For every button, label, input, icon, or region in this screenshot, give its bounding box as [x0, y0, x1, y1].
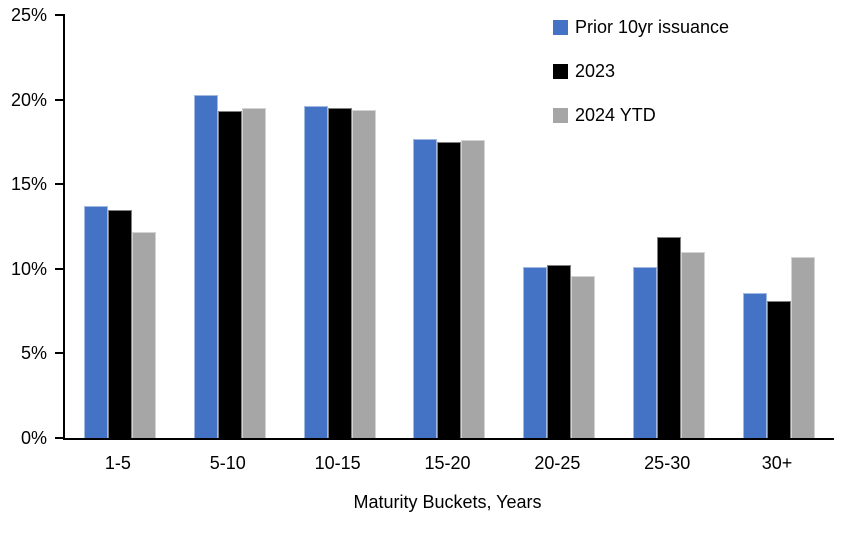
bar-20-25-series-1	[547, 265, 572, 438]
legend-item: 2024 YTD	[553, 106, 729, 124]
legend-label: 2024 YTD	[575, 105, 656, 125]
y-axis-tick-label: 20%	[10, 89, 47, 110]
bar-group-25-30	[614, 15, 724, 438]
plot-area	[55, 14, 834, 440]
y-axis-tick	[55, 98, 65, 101]
bar-group-30+	[724, 15, 834, 438]
bar-group-15-20	[395, 15, 505, 438]
bar-25-30-series-0	[633, 267, 658, 438]
x-axis-tick-label: 30+	[761, 453, 793, 473]
legend-item: 2023	[553, 62, 729, 80]
x-axis-tick-labels: 1-5 5-10 10-15 15-20 20-25 25-30 30+	[63, 453, 832, 475]
bar-20-25-series-0	[523, 267, 548, 438]
bar-group-1-5	[65, 15, 175, 438]
bar-25-30-series-2	[681, 251, 706, 438]
y-axis-tick	[55, 437, 65, 439]
y-axis-tick	[55, 267, 65, 270]
bar-10-15-series-1	[327, 108, 352, 438]
y-axis-tick	[55, 14, 65, 16]
bar-10-15-series-0	[303, 106, 328, 438]
bar-5-10-series-2	[241, 108, 266, 438]
y-axis-tick	[55, 352, 65, 355]
bar-group-10-15	[285, 15, 395, 438]
bar-1-5-series-2	[131, 231, 156, 438]
legend-label: Prior 10yr issuance	[575, 17, 730, 37]
bar-30+-series-1	[767, 300, 792, 438]
x-axis-tick-label: 20-25	[534, 453, 581, 473]
bar-20-25-series-2	[571, 275, 596, 438]
y-axis-tick-label: 5%	[20, 343, 47, 364]
x-axis-tick-label: 15-20	[424, 453, 471, 473]
bar-group-5-10	[175, 15, 285, 438]
bar-5-10-series-1	[217, 111, 242, 438]
legend-swatch-icon	[553, 107, 568, 123]
bar-1-5-series-1	[107, 209, 132, 438]
x-axis-tick-label: 5-10	[209, 453, 246, 473]
y-axis-tick-label: 0%	[20, 428, 47, 448]
y-axis-tick-label: 10%	[10, 258, 47, 279]
bar-15-20-series-2	[461, 140, 486, 438]
bar-30+-series-2	[791, 256, 816, 438]
x-axis-title: Maturity Buckets, Years	[353, 492, 542, 512]
bar-group-20-25	[504, 15, 614, 438]
y-axis-tick-label: 25%	[10, 5, 47, 25]
legend-swatch-icon	[553, 63, 568, 79]
bar-15-20-series-0	[413, 138, 438, 438]
bar-10-15-series-2	[351, 109, 376, 438]
legend-label: 2023	[575, 61, 616, 81]
bar-1-5-series-0	[83, 206, 108, 438]
y-axis-tick-labels: 0% 5% 10% 15% 20% 25%	[0, 6, 47, 447]
bar-30+-series-0	[743, 292, 768, 438]
bar-5-10-series-0	[193, 94, 218, 438]
legend-swatch-icon	[553, 19, 568, 35]
bar-15-20-series-1	[437, 141, 462, 438]
x-axis-tick-label: 10-15	[314, 453, 361, 473]
x-axis-tick-label: 1-5	[104, 453, 131, 473]
x-axis-tick-label: 25-30	[644, 453, 691, 473]
bar-25-30-series-1	[657, 236, 682, 438]
legend: Prior 10yr issuance 2023 2024 YTD	[553, 18, 729, 150]
y-axis-tick-label: 15%	[10, 174, 47, 195]
y-axis-tick	[55, 183, 65, 186]
legend-item: Prior 10yr issuance	[553, 18, 729, 36]
